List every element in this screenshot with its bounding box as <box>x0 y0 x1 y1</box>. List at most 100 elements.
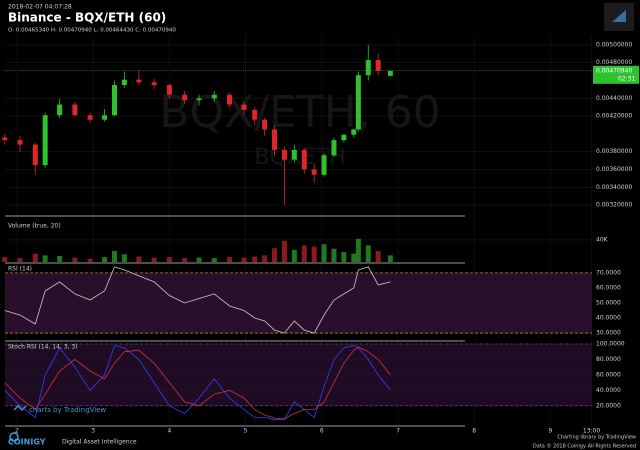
volume-bar <box>166 257 172 262</box>
candle-body <box>227 94 233 105</box>
pane-title: Volume (true, 20) <box>8 223 61 230</box>
volume-bar <box>2 257 8 262</box>
copyright: Data © 2018 Coinigy All Rights Reserved <box>533 443 636 450</box>
volume-bar <box>57 255 63 262</box>
volume-bar <box>32 253 38 262</box>
volume-bar <box>227 257 233 262</box>
y-tick-label: 50.0000 <box>596 299 621 306</box>
candle-body <box>331 140 337 156</box>
candle-body <box>196 98 202 101</box>
candle-body <box>375 60 381 71</box>
x-tick-label: 6 <box>320 428 324 435</box>
y-tick-label: 70.0000 <box>596 269 621 276</box>
volume-bar <box>321 244 327 262</box>
library-credit: Charting library by TradingView <box>557 435 636 441</box>
candle-body <box>87 115 93 120</box>
volume-bar <box>262 255 268 262</box>
volume-bar <box>272 248 278 262</box>
candle-body <box>351 129 357 135</box>
brand-icon <box>9 432 19 442</box>
x-tick-label: 2 <box>15 428 19 435</box>
candle-body <box>355 75 361 130</box>
volume-bar <box>387 255 393 262</box>
x-tick-label: 13:00 <box>583 428 600 435</box>
indicator-line <box>4 266 391 334</box>
candle-body <box>387 70 393 76</box>
y-tick-label: 0.00380000 <box>596 148 632 155</box>
y-tick-label: 0.00360000 <box>596 166 632 173</box>
y-tick-label: 40K <box>596 236 609 243</box>
y-tick-label: 40.0000 <box>596 315 621 322</box>
y-tick-label: 30.0000 <box>596 330 621 337</box>
y-tick-label: 0.00480000 <box>596 59 632 66</box>
y-tick-label: 20.0000 <box>596 402 621 409</box>
candle-body <box>166 84 172 95</box>
indicator-line <box>4 346 391 420</box>
tagline: Digital Asset Intelligence <box>62 439 137 446</box>
timestamp: 2018-02-07 04:07:28 <box>8 4 72 11</box>
candle-body <box>365 60 371 76</box>
tradingview-credit[interactable]: charts by TradingView <box>29 406 106 414</box>
volume-bar <box>281 241 287 262</box>
volume-bar <box>121 254 127 262</box>
x-tick-label: 9 <box>548 428 552 435</box>
watermark-sub: BQXETH <box>254 145 345 170</box>
volume-bar <box>87 258 93 262</box>
countdown: 02:31 <box>618 75 635 82</box>
volume-bar <box>136 256 142 262</box>
chart-title: Binance - BQX/ETH (60) <box>8 11 166 25</box>
volume-bar <box>151 257 157 262</box>
x-tick-label: 3 <box>91 428 95 435</box>
volume-bar <box>331 248 337 262</box>
logo-icon <box>612 10 626 22</box>
volume-bar <box>355 238 361 262</box>
y-tick-label: 0.00420000 <box>596 113 632 120</box>
candle-body <box>2 137 8 141</box>
candle-body <box>151 82 157 85</box>
volume-bar <box>196 257 202 262</box>
candle-body <box>241 104 247 110</box>
volume-bar <box>17 258 23 262</box>
y-tick-label: 60.0000 <box>596 371 621 378</box>
volume-bar <box>301 245 307 262</box>
candle-body <box>102 115 108 120</box>
indicator-line <box>4 345 391 421</box>
candle-body <box>301 149 307 170</box>
volume-bar <box>341 252 347 262</box>
volume-bar <box>252 256 258 262</box>
candle-body <box>136 79 142 83</box>
candle-body <box>42 115 48 166</box>
price-tag <box>593 65 639 84</box>
candle-body <box>252 109 258 120</box>
volume-bar <box>375 250 381 262</box>
candle-body <box>32 144 38 166</box>
pane-title: RSI (14) <box>8 266 32 273</box>
volume-bar <box>351 253 357 262</box>
y-tick-label: 80.0000 <box>596 356 621 363</box>
volume-bar <box>102 257 108 262</box>
volume-bar <box>72 257 78 262</box>
tradingview-icon <box>13 404 27 412</box>
volume-bar <box>291 249 297 262</box>
candle-body <box>72 104 78 116</box>
volume-bar <box>211 258 217 262</box>
volume-bar <box>112 250 118 262</box>
x-tick-label: 7 <box>396 428 400 435</box>
ohlc-readout: O: 0.00465340 H: 0.00470940 L: 0.0046443… <box>8 28 176 34</box>
volume-bar <box>311 246 317 262</box>
candle-body <box>121 79 127 85</box>
pane-title: Stoch RSI (14, 14, 3, 3) <box>8 344 78 351</box>
price-tag-label: 0.00470940 <box>596 67 632 74</box>
y-tick-label: 100.0000 <box>596 341 625 348</box>
y-tick-label: 0.00320000 <box>596 202 632 209</box>
candle-body <box>262 119 268 130</box>
candle-body <box>311 169 317 175</box>
candle-body <box>321 155 327 175</box>
candle-body <box>211 94 217 99</box>
candle-body <box>291 149 297 160</box>
volume-bar <box>42 255 48 262</box>
brand: COINIGY <box>8 438 46 447</box>
y-tick-label: 60.0000 <box>596 284 621 291</box>
volume-bar <box>365 245 371 262</box>
